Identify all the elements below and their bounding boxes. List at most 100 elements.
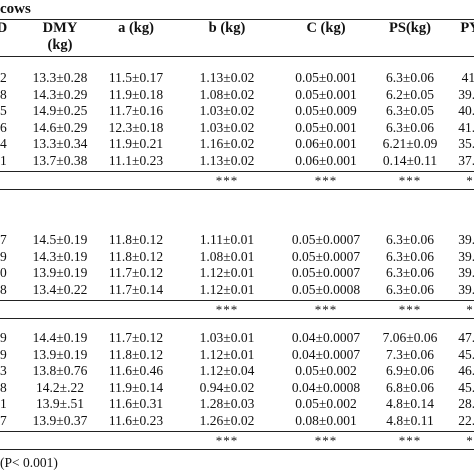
cell-b: 0.94±0.02 xyxy=(199,379,255,395)
cell-b: 1.12±0.01 xyxy=(199,281,255,297)
cell-c: 0.04±0.0008 xyxy=(291,379,361,395)
cell-py: 47.9 xyxy=(458,330,474,345)
cell-c: 0.05±0.002 xyxy=(295,396,357,411)
cell-a: 11.1±0.23 xyxy=(108,152,164,168)
row-label: 0 xyxy=(0,265,7,280)
cell-py: 41.0 xyxy=(458,119,474,135)
significance-b: *** xyxy=(215,433,239,448)
cell-ps: 4.8±0.11 xyxy=(386,412,434,428)
group-bottom-rule xyxy=(0,189,474,190)
cell-c: 0.05±0.001 xyxy=(295,86,357,102)
row-label: 7 xyxy=(0,412,7,428)
cell-ps: 6.3±0.06 xyxy=(386,281,434,297)
cell-b: 1.03±0.02 xyxy=(199,103,255,118)
cell-a: 11.8±0.12 xyxy=(108,232,164,247)
header-ps: PS(kg) xyxy=(389,20,431,36)
header-dmy-unit: (kg) xyxy=(47,37,73,53)
cell-ps: 6.2±0.05 xyxy=(386,86,434,102)
cell-a: 11.7±0.16 xyxy=(108,103,164,118)
cell-a: 11.7±0.12 xyxy=(108,330,164,345)
cell-c: 0.05±0.001 xyxy=(295,119,357,135)
cell-ps: 0.14±0.11 xyxy=(382,152,438,168)
cell-dmy: 13.9±.51 xyxy=(36,396,84,411)
cell-a: 11.8±0.12 xyxy=(108,248,164,264)
cell-b: 1.16±0.02 xyxy=(199,136,255,151)
header-col0: D xyxy=(0,20,8,36)
cell-b: 1.12±0.01 xyxy=(199,346,255,362)
cell-py: 35.9 xyxy=(458,136,474,151)
cell-dmy: 13.3±0.28 xyxy=(32,70,88,85)
significance-b: *** xyxy=(215,173,239,188)
group-rule xyxy=(0,431,474,432)
row-label: 4 xyxy=(0,136,7,151)
cell-dmy: 14.5±0.19 xyxy=(32,232,88,247)
cell-b: 1.28±0.03 xyxy=(199,396,255,411)
cell-a: 11.6±0.46 xyxy=(108,363,164,378)
cell-ps: 6.3±0.06 xyxy=(386,232,434,247)
significance-ps: *** xyxy=(398,433,422,448)
cell-dmy: 13.3±0.34 xyxy=(32,136,88,151)
cell-ps: 6.3±0.06 xyxy=(386,265,434,280)
cell-c: 0.06±0.001 xyxy=(295,136,357,151)
significance-ps: *** xyxy=(398,302,422,317)
row-label: 9 xyxy=(0,346,7,362)
cell-dmy: 13.9±0.19 xyxy=(32,346,88,362)
cell-ps: 6.3±0.05 xyxy=(386,103,434,118)
row-label: 1 xyxy=(0,396,7,411)
cell-dmy: 13.8±0.76 xyxy=(32,363,88,378)
cell-py: 28.4 xyxy=(458,396,474,411)
cell-a: 11.6±0.31 xyxy=(108,396,164,411)
cell-c: 0.05±0.002 xyxy=(295,363,357,378)
cell-a: 11.6±0.23 xyxy=(108,412,164,428)
cell-py: 39.6 xyxy=(458,232,474,247)
significance-b: *** xyxy=(215,302,239,317)
cell-dmy: 13.4±0.22 xyxy=(32,281,88,297)
cell-b: 1.13±0.02 xyxy=(199,152,255,168)
cell-ps: 7.3±0.06 xyxy=(386,346,434,362)
significance-c: *** xyxy=(314,433,338,448)
cell-py: 37.5 xyxy=(458,152,474,168)
cell-c: 0.06±0.001 xyxy=(295,152,357,168)
cell-ps: 4.8±0.14 xyxy=(386,396,434,411)
cell-c: 0.05±0.0007 xyxy=(291,248,361,264)
cell-c: 0.04±0.0007 xyxy=(291,346,361,362)
significance-c: *** xyxy=(314,302,338,317)
cell-py: 39.6 xyxy=(458,265,474,280)
header-py: PY xyxy=(460,20,474,36)
row-label: 6 xyxy=(0,119,7,135)
header-bottom-rule xyxy=(0,56,474,57)
cell-py: 45.6 xyxy=(458,379,474,395)
cell-b: 1.03±0.02 xyxy=(199,119,255,135)
cell-py: 22.3 xyxy=(458,412,474,428)
cell-dmy: 13.9±0.37 xyxy=(32,412,88,428)
cell-py: 46.9 xyxy=(458,363,474,378)
cell-py: 39.6 xyxy=(458,248,474,264)
cell-a: 11.9±0.18 xyxy=(108,86,164,102)
cell-b: 1.03±0.01 xyxy=(199,330,255,345)
header-a: a (kg) xyxy=(118,20,154,36)
cell-a: 11.8±0.12 xyxy=(108,346,164,362)
cell-b: 1.11±0.01 xyxy=(199,232,255,247)
row-label: 9 xyxy=(0,248,7,264)
cell-dmy: 14.4±0.19 xyxy=(32,330,88,345)
cell-dmy: 14.3±0.29 xyxy=(32,86,88,102)
cell-c: 0.08±0.001 xyxy=(295,412,357,428)
row-label: 5 xyxy=(0,103,7,118)
header-top-rule xyxy=(0,19,474,20)
cell-ps: 6.8±0.06 xyxy=(386,379,434,395)
cell-dmy: 14.3±0.19 xyxy=(32,248,88,264)
cell-b: 1.08±0.01 xyxy=(199,248,255,264)
cell-b: 1.08±0.02 xyxy=(199,86,255,102)
group-bottom-rule xyxy=(0,449,474,450)
cell-b: 1.12±0.01 xyxy=(199,265,255,280)
cell-ps: 7.06±0.06 xyxy=(382,330,438,345)
row-label: 7 xyxy=(0,232,7,247)
significance-py: * xyxy=(466,433,474,448)
cell-a: 11.7±0.14 xyxy=(108,281,164,297)
row-label: 8 xyxy=(0,379,7,395)
cell-c: 0.05±0.001 xyxy=(295,70,357,85)
cell-a: 12.3±0.18 xyxy=(108,119,164,135)
cell-dmy: 14.9±0.25 xyxy=(32,103,88,118)
row-label: 2 xyxy=(0,70,7,85)
